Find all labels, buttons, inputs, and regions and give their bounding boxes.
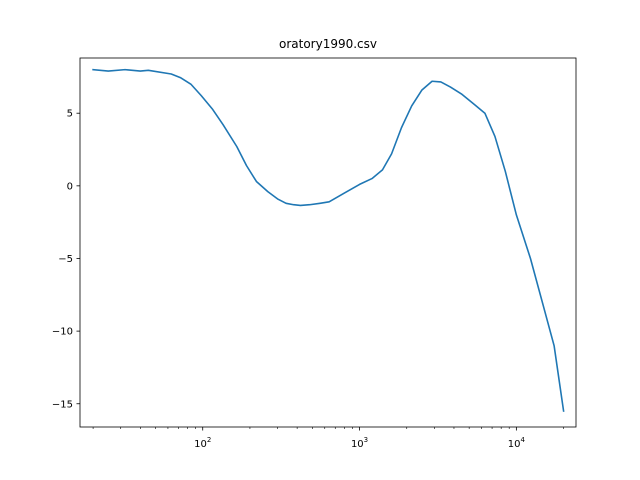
- y-axis: 5 0 −5 −10 −15: [52, 109, 80, 410]
- x-axis: 102 103 104: [92, 427, 564, 450]
- y-tick-label: 0: [67, 181, 73, 192]
- y-tick-label: −5: [58, 254, 73, 265]
- x-tick-label: 102: [194, 436, 211, 450]
- series-line: [92, 68, 565, 412]
- y-tick-label: −10: [52, 327, 73, 338]
- series-layer: [92, 68, 565, 412]
- plot-area-frame: [79, 57, 577, 428]
- chart-title: oratory1990.csv: [279, 37, 377, 51]
- y-tick-label: 5: [67, 109, 73, 120]
- y-tick-label: −15: [52, 399, 73, 410]
- x-tick-label: 103: [351, 436, 368, 450]
- x-tick-label: 104: [508, 436, 526, 450]
